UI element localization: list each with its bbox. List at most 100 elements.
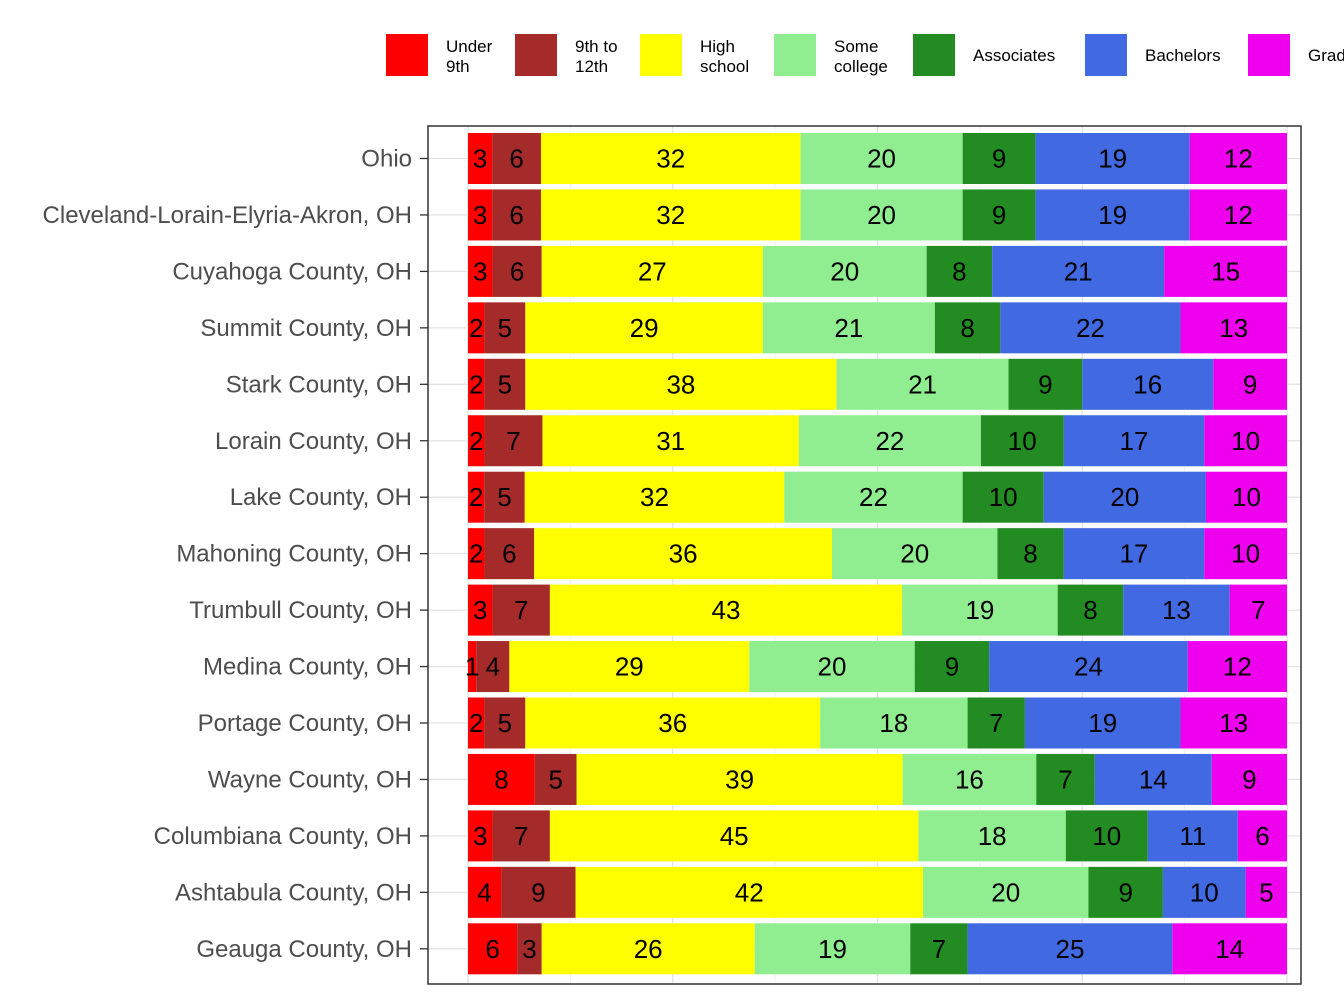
bar-value-label: 9 [945, 652, 959, 682]
bar-segment [549, 584, 903, 636]
bar-segment [549, 810, 919, 862]
legend-key [640, 34, 682, 76]
bar-segment [1088, 866, 1163, 918]
bar-segment [525, 358, 837, 410]
bar-segment [468, 133, 493, 184]
bar-segment [575, 866, 923, 918]
bar-value-label: 7 [1058, 764, 1072, 794]
bar-value-label: 12 [1224, 144, 1253, 174]
bar-segment [1189, 133, 1287, 184]
bar-segment [534, 528, 832, 580]
bar-value-label: 5 [497, 482, 511, 512]
bar-value-label: 4 [477, 877, 491, 907]
bar-value-label: 3 [473, 256, 487, 286]
bar-segment [468, 697, 485, 749]
bar-labels-layer: 3 6 32 20 9 19 123 6 32 20 9 19 123 6 27 20 8 21 152 5 29 21 8… [465, 144, 1274, 964]
bar-segment [902, 753, 1037, 805]
bar-segment [1229, 584, 1287, 636]
y-axis: Ohio Cleveland-Lorain-Elyria-Akron, OH Cuy… [43, 146, 428, 963]
bar-segment [902, 584, 1058, 636]
legend-label: college [834, 57, 888, 76]
bar-value-label: 12 [1224, 200, 1253, 230]
bar-segment [484, 302, 526, 354]
bar-value-label: 42 [735, 877, 764, 907]
bar-value-label: 12 [1223, 652, 1252, 682]
bar-segment [476, 641, 510, 693]
bar-value-label: 10 [1092, 821, 1121, 851]
legend-label: Some [834, 37, 878, 56]
legend-key [1248, 34, 1290, 76]
bar-value-label: 3 [522, 934, 536, 964]
bar-segment [926, 245, 993, 297]
bar-value-label: 32 [656, 144, 685, 174]
bar-segment [484, 471, 525, 523]
bar-value-label: 8 [1083, 595, 1097, 625]
bar-segment [800, 189, 963, 241]
bar-segment [1147, 810, 1238, 862]
bar-value-label: 3 [473, 200, 487, 230]
bar-segment [1180, 302, 1287, 354]
panel-border [427, 125, 1302, 985]
bar-value-label: 20 [867, 144, 896, 174]
bar-value-label: 19 [1098, 144, 1127, 174]
bar-value-label: 32 [656, 200, 685, 230]
bar-segment [492, 245, 542, 297]
legend-label: Bachelors [1145, 46, 1221, 65]
bar-value-label: 10 [989, 482, 1018, 512]
y-tick-label: Wayne County, OH [208, 766, 412, 793]
bar-value-label: 9 [531, 877, 545, 907]
bar-value-label: 7 [1251, 595, 1265, 625]
bar-value-label: 7 [989, 708, 1003, 738]
bar-value-label: 15 [1211, 256, 1240, 286]
bar-segment [762, 245, 927, 297]
bar-segment [967, 697, 1025, 749]
bar-value-label: 19 [1088, 708, 1117, 738]
bar-segment [754, 923, 911, 975]
bar-segment [967, 923, 1173, 975]
y-tick-label: Cuyahoga County, OH [172, 258, 412, 285]
bar-segment [468, 810, 493, 862]
bar-segment [484, 528, 535, 580]
bar-value-label: 26 [634, 934, 663, 964]
bar-value-label: 2 [469, 313, 483, 343]
bar-segment [468, 302, 485, 354]
legend-label: High [700, 37, 735, 56]
bar-value-label: 2 [469, 426, 483, 456]
bar-value-label: 8 [494, 764, 508, 794]
bar-segment [1057, 584, 1124, 636]
bar-value-label: 16 [955, 764, 984, 794]
bar-segment [918, 810, 1066, 862]
legend-key [1085, 34, 1127, 76]
bar-value-label: 2 [469, 369, 483, 399]
bar-value-label: 18 [879, 708, 908, 738]
bar-segment [1065, 810, 1148, 862]
bar-segment [836, 358, 1009, 410]
bar-segment [1036, 753, 1095, 805]
bar-segment [1094, 753, 1212, 805]
bar-value-label: 10 [1231, 426, 1260, 456]
bar-value-label: 5 [498, 708, 512, 738]
bar-value-label: 8 [1023, 539, 1037, 569]
bar-segment [484, 415, 543, 467]
bar-value-label: 1 [465, 652, 479, 682]
bar-segment [501, 866, 576, 918]
bar-value-label: 10 [1232, 482, 1261, 512]
bar-value-label: 6 [509, 200, 523, 230]
bar-value-label: 2 [469, 708, 483, 738]
bar-segment [1162, 866, 1246, 918]
bar-value-label: 5 [1259, 877, 1273, 907]
bar-value-label: 22 [875, 426, 904, 456]
bar-segment [576, 753, 903, 805]
bar-value-label: 13 [1219, 313, 1248, 343]
bar-segment [934, 302, 1001, 354]
legend-key [774, 34, 816, 76]
bar-value-label: 19 [1098, 200, 1127, 230]
bar-value-label: 17 [1119, 426, 1148, 456]
bar-value-label: 24 [1074, 652, 1103, 682]
bar-segment [1213, 358, 1287, 410]
bar-value-label: 5 [498, 369, 512, 399]
y-tick-label: Lorain County, OH [215, 428, 412, 455]
bar-value-label: 29 [630, 313, 659, 343]
legend-key [386, 34, 428, 76]
bar-value-label: 7 [514, 821, 528, 851]
